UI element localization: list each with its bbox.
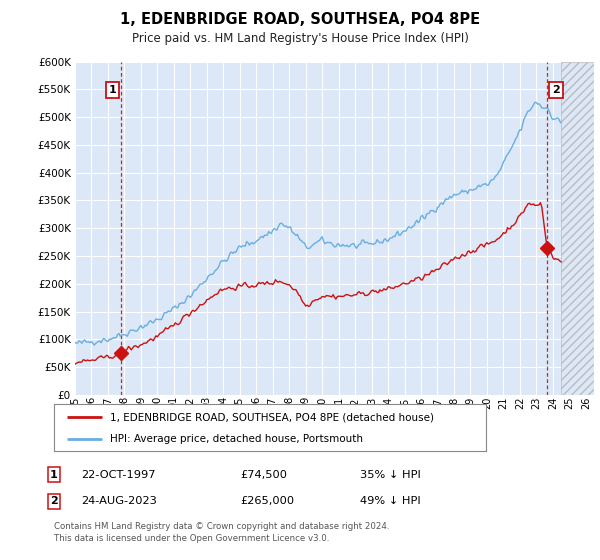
Text: £265,000: £265,000 [240,496,294,506]
Text: 35% ↓ HPI: 35% ↓ HPI [360,470,421,480]
Text: 49% ↓ HPI: 49% ↓ HPI [360,496,421,506]
Text: 2: 2 [50,496,58,506]
Text: 1: 1 [109,85,116,95]
Text: 2: 2 [552,85,560,95]
Text: 1: 1 [50,470,58,480]
Text: HPI: Average price, detached house, Portsmouth: HPI: Average price, detached house, Port… [110,434,363,444]
Text: 22-OCT-1997: 22-OCT-1997 [81,470,155,480]
Text: 1, EDENBRIDGE ROAD, SOUTHSEA, PO4 8PE (detached house): 1, EDENBRIDGE ROAD, SOUTHSEA, PO4 8PE (d… [110,412,434,422]
Text: Price paid vs. HM Land Registry's House Price Index (HPI): Price paid vs. HM Land Registry's House … [131,32,469,45]
Text: Contains HM Land Registry data © Crown copyright and database right 2024.
This d: Contains HM Land Registry data © Crown c… [54,522,389,543]
Bar [561,62,594,395]
Text: 24-AUG-2023: 24-AUG-2023 [81,496,157,506]
Text: 1, EDENBRIDGE ROAD, SOUTHSEA, PO4 8PE: 1, EDENBRIDGE ROAD, SOUTHSEA, PO4 8PE [120,12,480,27]
Text: £74,500: £74,500 [240,470,287,480]
